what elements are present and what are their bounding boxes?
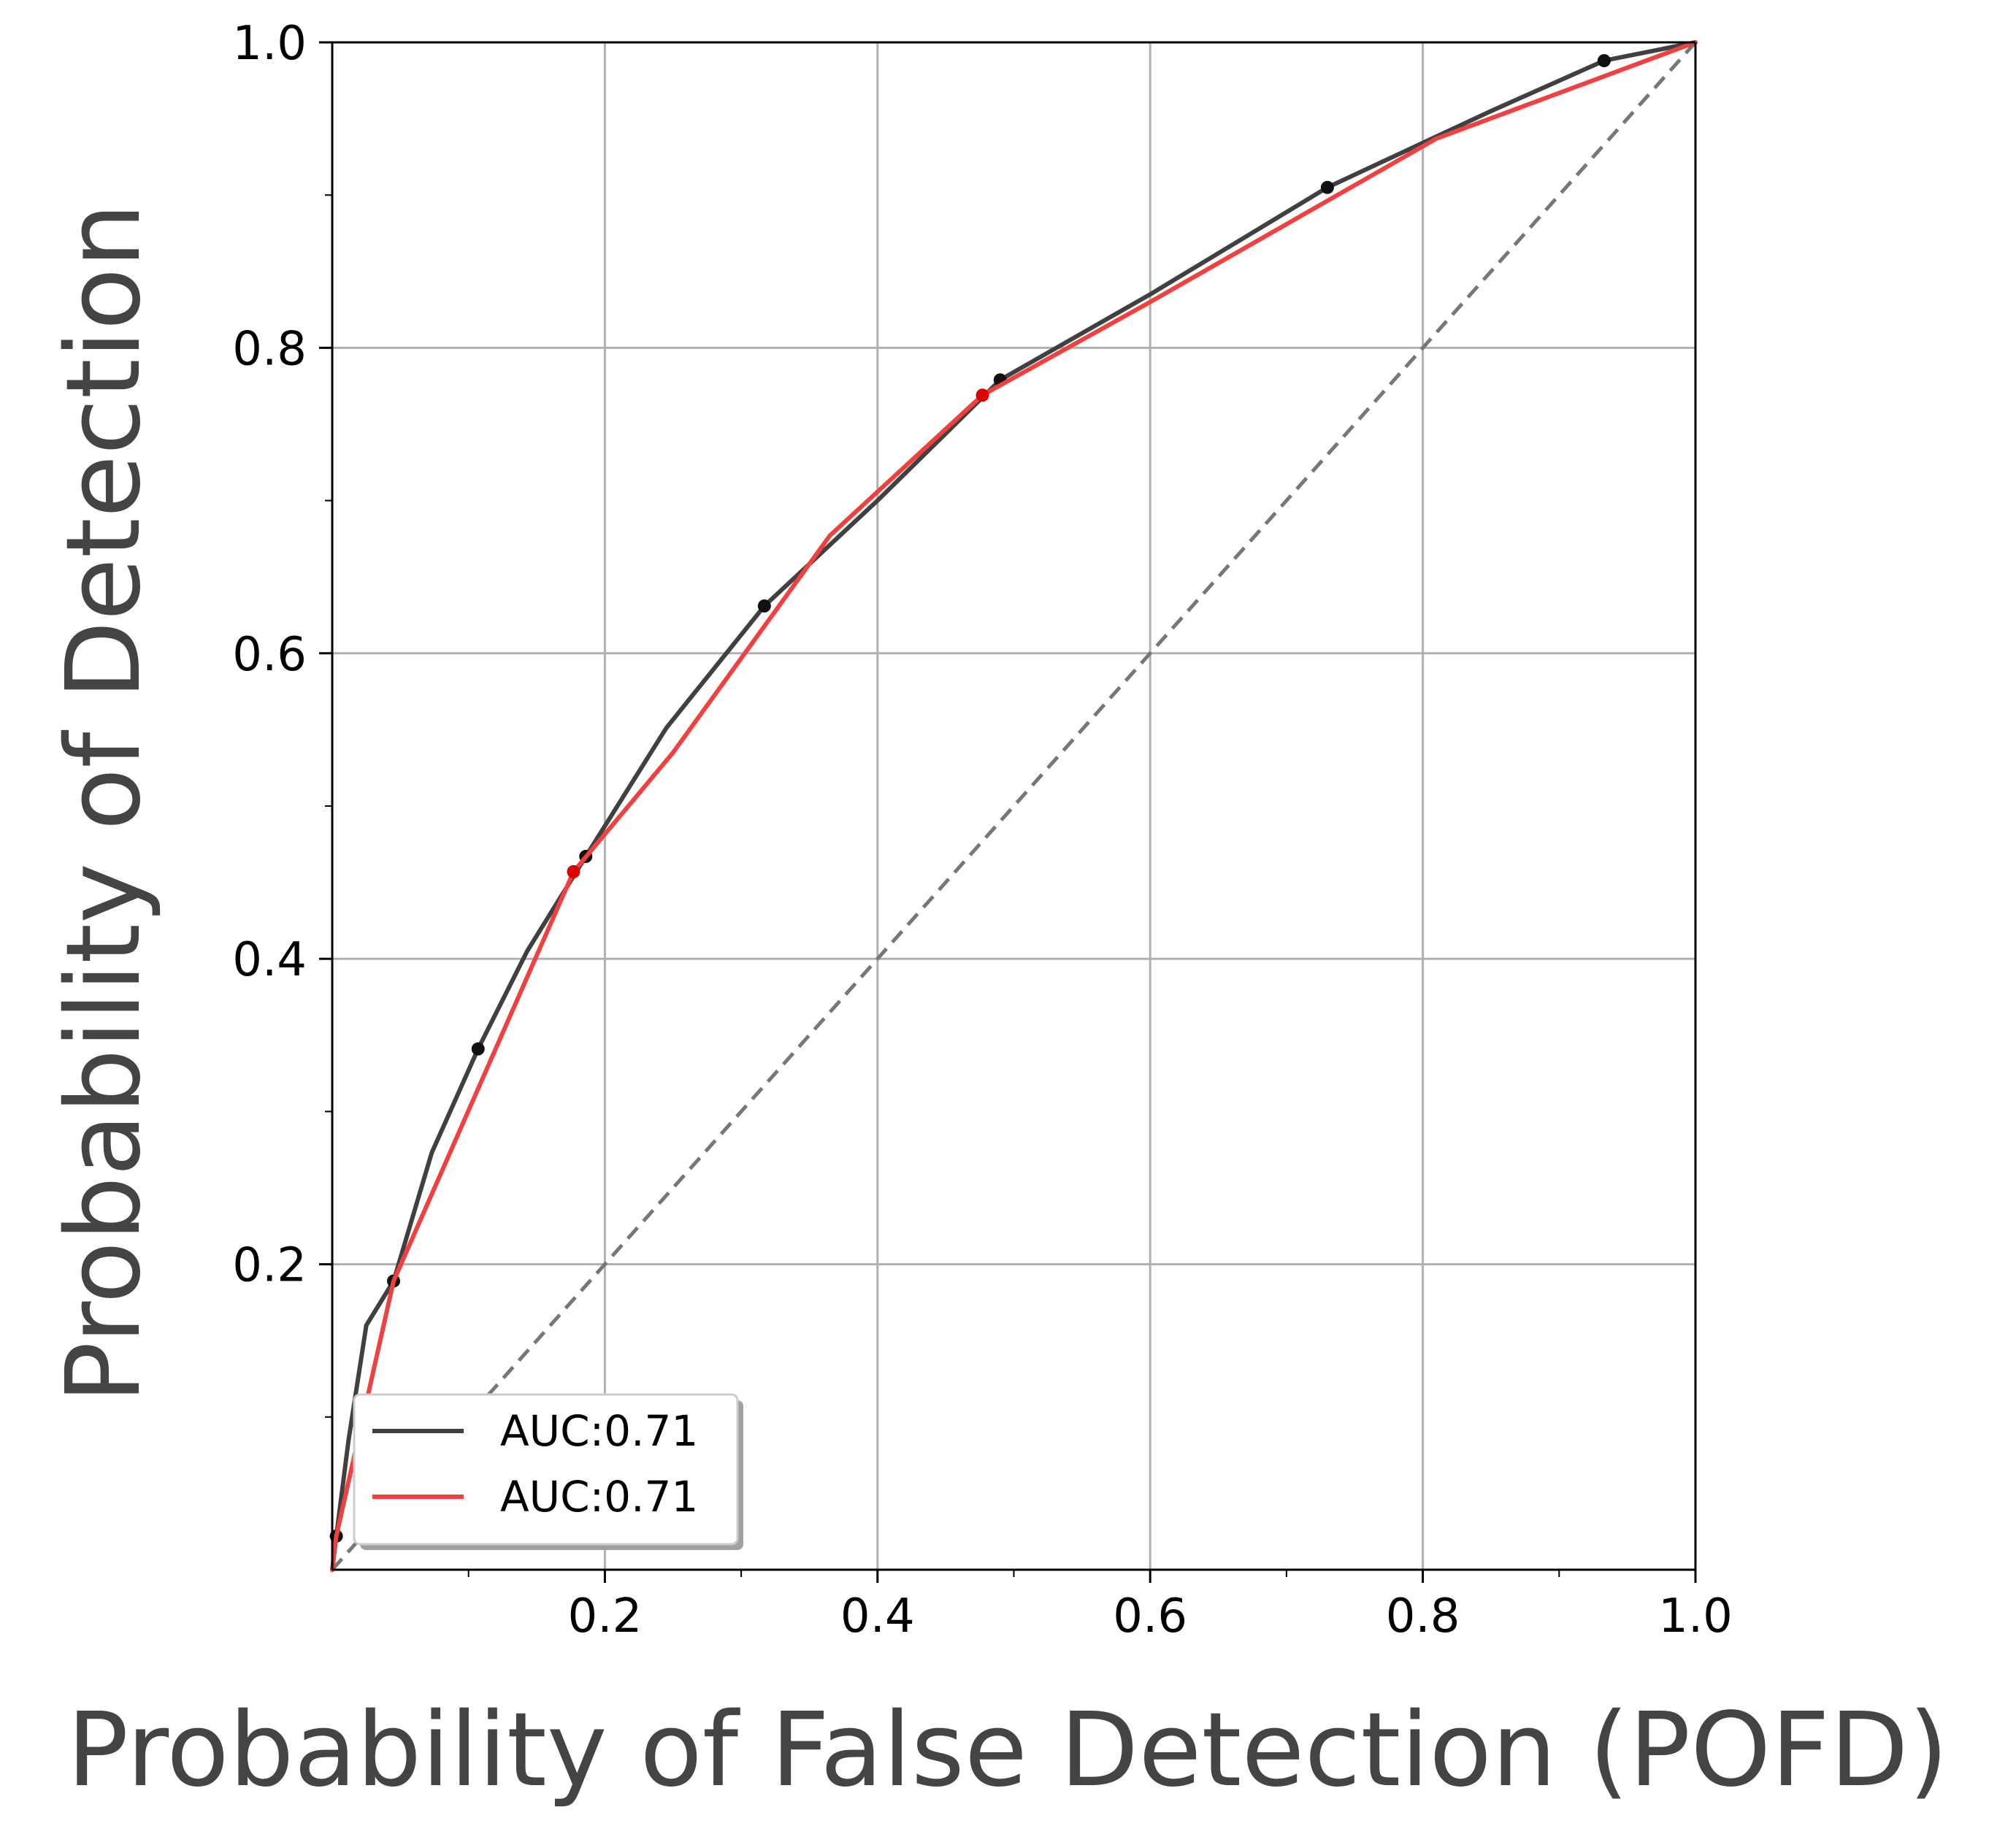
- reference-line-layer: [331, 41, 1697, 1571]
- y-tick-label: 0.6: [232, 628, 307, 682]
- grid-layer: [332, 42, 1695, 1570]
- y-tick-label: 0.2: [232, 1239, 307, 1293]
- x-tick-label: 0.8: [1386, 1589, 1460, 1643]
- tick-label-layer: 0.2 0.4 0.6 0.8 1.0 0.2 0.4 0.6 0.8 1.0: [232, 17, 1733, 1643]
- y-tick-label: 1.0: [232, 17, 307, 71]
- legend-label-1: AUC:0.71: [500, 1406, 698, 1456]
- y-tick-label: 0.4: [232, 933, 307, 987]
- x-tick-label: 1.0: [1658, 1589, 1733, 1643]
- series-1-point: [1597, 54, 1611, 68]
- y-axis-label: Probability of Detection: [45, 203, 164, 1403]
- legend-label-2: AUC:0.71: [500, 1472, 698, 1522]
- legend: AUC:0.71 AUC:0.71: [353, 1393, 743, 1550]
- x-tick-label: 0.6: [1113, 1589, 1187, 1643]
- reference-diagonal-line: [331, 41, 1697, 1571]
- series-1-point: [471, 1042, 485, 1056]
- x-tick-label: 0.2: [568, 1589, 643, 1643]
- axes-layer: [319, 41, 1697, 1583]
- x-tick-label: 0.4: [840, 1589, 915, 1643]
- series-2-point: [976, 388, 989, 402]
- series-2-point: [567, 864, 580, 878]
- series-1-point: [1320, 180, 1334, 194]
- x-axis-label: Probability of False Detection (POFD): [67, 1691, 1949, 1810]
- y-tick-label: 0.8: [232, 322, 307, 376]
- series-1-point: [757, 599, 771, 613]
- series-line-1: [330, 40, 1698, 1572]
